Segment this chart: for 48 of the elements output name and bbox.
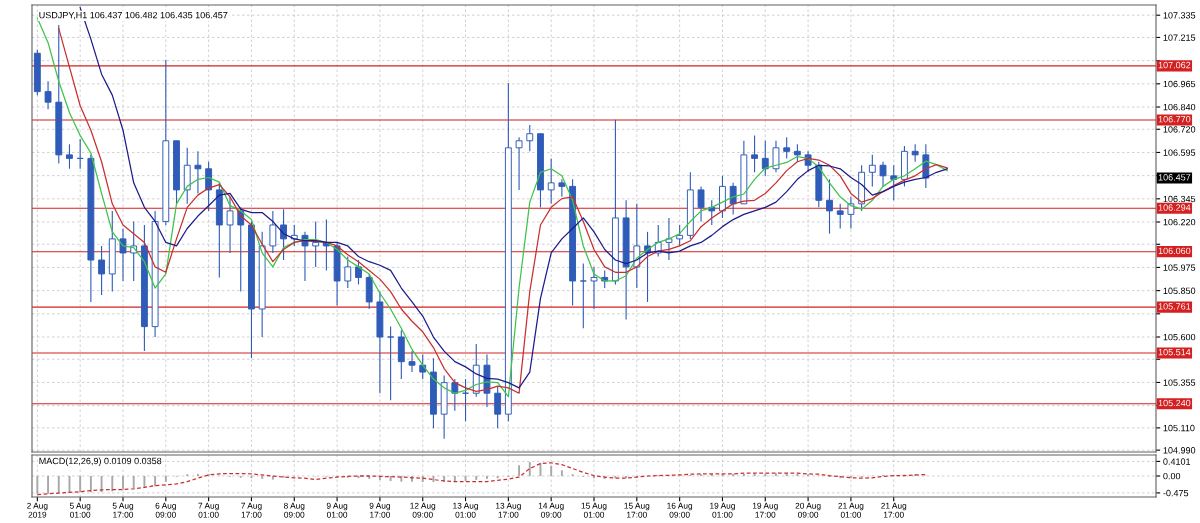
ref-line-label: 106.060 <box>1158 247 1191 255</box>
ref-line-label: 106.294 <box>1158 204 1191 211</box>
x-tick-label: 8 Aug 09:00 <box>283 502 305 518</box>
y-tick-label: 105.850 <box>1163 287 1196 294</box>
ref-line-label: 105.240 <box>1158 399 1191 407</box>
x-tick-label: 16 Aug 09:00 <box>667 502 693 518</box>
y-tick-label: 106.965 <box>1163 80 1196 88</box>
x-tick-label: 21 Aug 01:00 <box>838 502 864 518</box>
y-tick-label: 107.335 <box>1163 12 1196 19</box>
x-tick-label: 13 Aug 01:00 <box>453 502 478 518</box>
ref-line-label: 106.770 <box>1158 116 1191 123</box>
y-tick-label: -0.475 <box>1163 489 1189 497</box>
x-tick-label: 15 Aug 17:00 <box>624 502 650 518</box>
y-tick-label: 106.595 <box>1163 149 1196 156</box>
x-tick-label: 20 Aug 09:00 <box>795 502 821 518</box>
chart-title: MACD(12,26,9) 0.0109 0.0358 <box>39 457 162 466</box>
x-tick-label: 13 Aug 17:00 <box>496 502 521 518</box>
x-tick-label: 21 Aug 17:00 <box>881 502 907 518</box>
y-tick-label: 106.345 <box>1163 195 1196 203</box>
y-tick-label: 105.355 <box>1163 379 1196 386</box>
x-tick-label: 5 Aug 01:00 <box>69 502 91 518</box>
x-tick-label: 9 Aug 17:00 <box>369 502 391 518</box>
y-tick-label: 106.220 <box>1163 218 1196 226</box>
x-tick-label: 5 Aug 17:00 <box>112 502 134 518</box>
y-tick-label: 105.110 <box>1163 424 1195 432</box>
ref-line-label: 107.062 <box>1158 61 1191 69</box>
x-tick-label: 7 Aug 01:00 <box>198 502 219 518</box>
y-tick-label: 105.600 <box>1163 333 1196 341</box>
x-tick-label: 12 Aug 09:00 <box>410 502 436 518</box>
y-tick-label: 0.4101 <box>1163 458 1191 465</box>
y-tick-label: 106.720 <box>1163 126 1196 133</box>
x-tick-label: 19 Aug 01:00 <box>710 502 735 518</box>
y-tick-label: 104.990 <box>1163 447 1196 454</box>
x-tick-label: 6 Aug 09:00 <box>155 502 176 518</box>
x-tick-label: 15 Aug 01:00 <box>581 502 607 518</box>
y-tick-label: 106.840 <box>1163 103 1196 111</box>
y-tick-label: 105.975 <box>1163 264 1196 271</box>
x-tick-label: 2 Aug 2019 <box>27 502 48 518</box>
x-tick-label: 19 Aug 17:00 <box>752 502 778 518</box>
text: 106.457 <box>1158 174 1191 181</box>
x-tick-label: 9 Aug 01:00 <box>326 502 348 518</box>
y-tick-label: 107.215 <box>1163 34 1196 41</box>
y-tick-label: 0.00 <box>1163 472 1181 480</box>
text: USDJPY,H1 106.437 106.482 106.435 106.457 <box>39 11 228 20</box>
ref-line-label: 105.761 <box>1158 303 1191 310</box>
x-tick-label: 7 Aug 17:00 <box>241 502 262 518</box>
x-tick-label: 14 Aug 09:00 <box>538 502 564 518</box>
ref-line-label: 105.514 <box>1158 348 1191 356</box>
